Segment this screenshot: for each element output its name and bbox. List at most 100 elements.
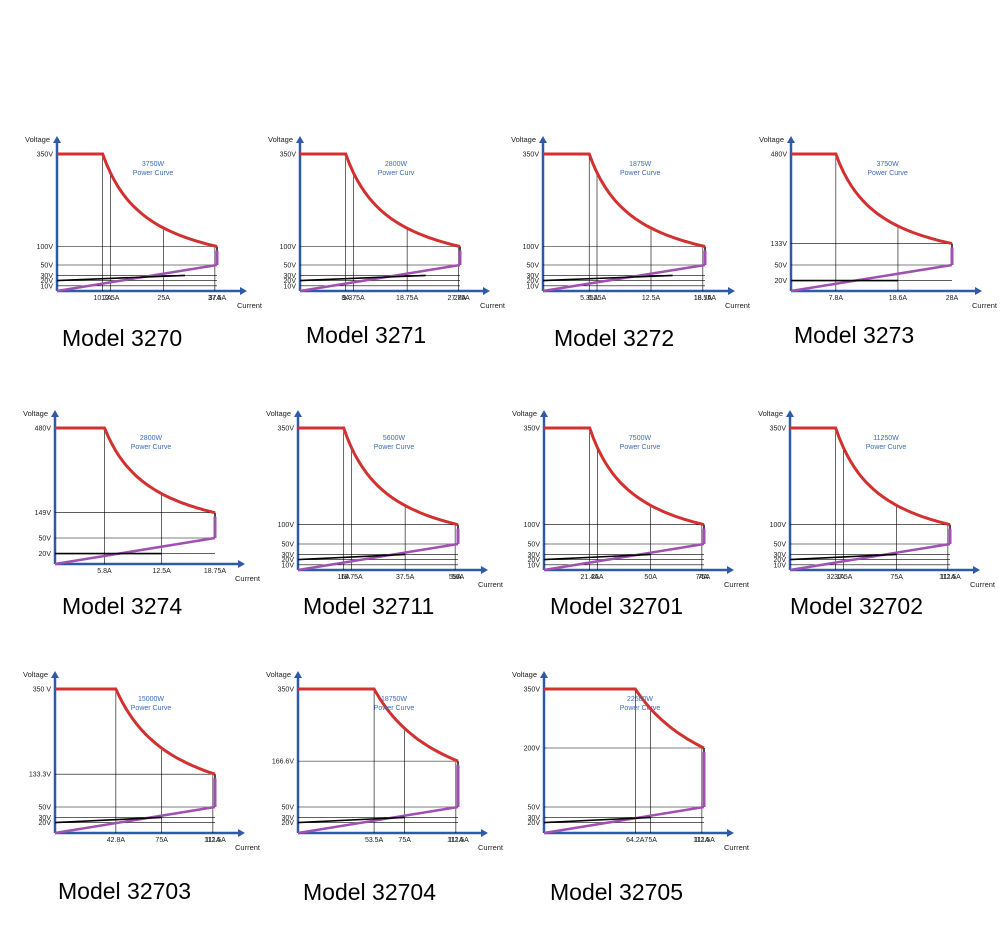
y-tick-label: 20V	[528, 820, 541, 827]
x-tick-label: 75A	[155, 837, 168, 844]
x-tick-label: 32.1A	[827, 574, 846, 581]
x-axis-arrow	[483, 287, 490, 295]
x-axis-arrow	[481, 566, 488, 574]
y-tick-label: 30V	[282, 815, 295, 822]
x-tick-label: 37.5A	[208, 295, 227, 302]
y-axis-title: Voltage	[25, 135, 50, 144]
y-tick-label: 133.3V	[29, 772, 52, 779]
x-tick-label: 16A	[337, 574, 350, 581]
y-tick-label: 30V	[774, 552, 787, 559]
model-caption: Model 3271	[306, 322, 426, 348]
y-tick-label: 10V	[282, 562, 295, 569]
x-tick-label: 5.35A	[580, 295, 599, 302]
power-curve-label: Power Curve	[620, 705, 661, 712]
base-voltage-line	[543, 816, 651, 824]
y-tick-label: 30V	[39, 815, 52, 822]
power-rating-label: 15000W	[138, 696, 164, 703]
power-curve-label: Power Curve	[131, 444, 172, 451]
y-tick-label: 50V	[775, 263, 788, 270]
min-voltage-line	[790, 263, 953, 293]
y-tick-label: 50V	[282, 542, 295, 549]
y-tick-label: 50V	[41, 263, 54, 270]
y-tick-label: 100V	[37, 244, 54, 251]
x-tick-label: 75A	[644, 837, 657, 844]
x-tick-label: 56A	[452, 574, 465, 581]
model-caption: Model 32705	[550, 879, 683, 905]
x-tick-label: 12.5A	[101, 295, 120, 302]
x-tick-label: 53.5A	[365, 837, 384, 844]
model-caption: Model 32701	[550, 593, 683, 619]
power-curve-label: Power Curve	[866, 444, 907, 451]
x-tick-label: 75A	[698, 574, 711, 581]
y-axis-title: Voltage	[512, 670, 537, 679]
base-voltage-line	[56, 274, 186, 282]
x-tick-label: 8A	[341, 295, 350, 302]
y-axis-arrow	[540, 410, 548, 417]
chart-model-3273: Voltage Current 480V 133V 50V 20V 7.8A 18.6A 28A…	[759, 135, 998, 348]
x-tick-label: 75A	[890, 574, 903, 581]
y-tick-label: 20V	[527, 278, 540, 285]
power-rating-label: 3750W	[142, 161, 165, 168]
y-tick-label: 100V	[524, 522, 541, 529]
x-axis-title: Current	[972, 301, 998, 310]
y-tick-label: 350V	[524, 426, 541, 433]
power-curve-label: Power Curve	[133, 170, 174, 177]
min-voltage-line	[543, 542, 705, 572]
model-caption: Model 3270	[62, 325, 182, 351]
y-tick-label: 10V	[284, 283, 297, 290]
x-tick-label: 10.7A	[94, 295, 113, 302]
x-axis-title: Current	[724, 843, 750, 852]
base-voltage-line	[542, 274, 673, 282]
y-tick-label: 20V	[282, 557, 295, 564]
y-axis-title: Voltage	[758, 409, 783, 418]
x-tick-label: 12.5A	[153, 568, 172, 575]
y-tick-label: 20V	[41, 278, 54, 285]
y-tick-label: 20V	[282, 820, 295, 827]
x-axis-title: Current	[235, 843, 261, 852]
x-tick-label: 74A	[696, 574, 709, 581]
y-tick-label: 50V	[39, 805, 52, 812]
x-tick-label: 18.75A	[694, 295, 717, 302]
x-axis-arrow	[727, 566, 734, 574]
y-tick-label: 30V	[282, 552, 295, 559]
y-axis-title: Voltage	[23, 409, 48, 418]
x-axis-title: Current	[478, 843, 504, 852]
base-voltage-line	[789, 553, 897, 561]
x-axis-title: Current	[725, 301, 751, 310]
x-tick-label: 6.25A	[588, 295, 607, 302]
x-tick-label: 37.5A	[396, 574, 415, 581]
y-tick-label: 30V	[528, 552, 541, 559]
y-tick-label: 149V	[35, 510, 52, 517]
power-curve-label: Power Curve	[131, 705, 172, 712]
y-axis-arrow	[786, 410, 794, 417]
y-axis-title: Voltage	[266, 409, 291, 418]
x-tick-label: 50A	[644, 574, 657, 581]
y-tick-label: 350V	[523, 152, 540, 159]
y-axis-arrow	[51, 671, 59, 678]
y-tick-label: 50V	[528, 542, 541, 549]
y-axis-arrow	[51, 410, 59, 417]
x-axis-arrow	[238, 829, 245, 837]
y-axis-arrow	[294, 671, 302, 678]
x-tick-label: 75A	[398, 837, 411, 844]
x-tick-label: 112.5A	[693, 837, 715, 844]
y-tick-label: 350V	[770, 426, 787, 433]
power-curve-label: Power Curve	[867, 170, 908, 177]
x-tick-label: 5.8A	[97, 568, 112, 575]
x-tick-label: 28A	[946, 295, 959, 302]
y-tick-label: 50V	[284, 263, 297, 270]
power-curve-line	[57, 152, 218, 248]
y-tick-label: 30V	[41, 273, 54, 280]
x-tick-label: 18.75A	[396, 295, 419, 302]
x-tick-label: 42.8A	[107, 837, 126, 844]
y-tick-label: 50V	[774, 542, 787, 549]
y-axis-title: Voltage	[266, 670, 291, 679]
y-axis-arrow	[294, 410, 302, 417]
x-tick-label: 111A	[694, 837, 710, 844]
y-axis-arrow	[296, 136, 304, 143]
x-axis-arrow	[238, 560, 245, 568]
